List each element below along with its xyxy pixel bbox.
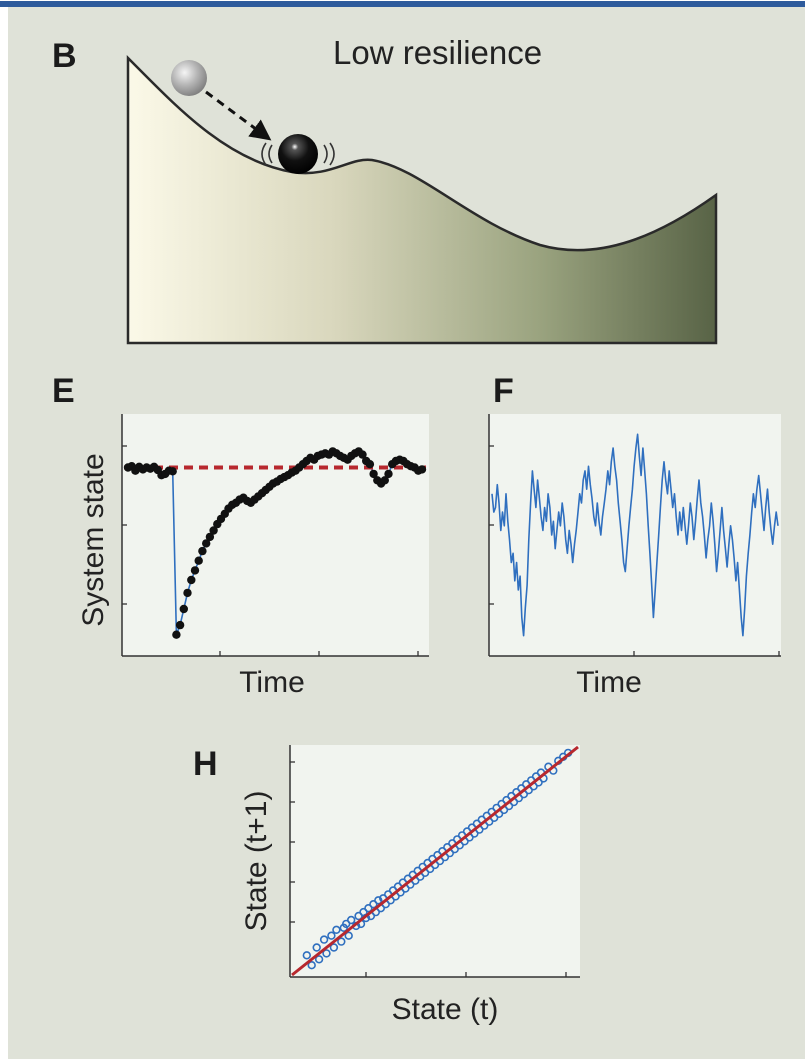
vibration-marks-icon [261, 142, 335, 166]
panel-h-point [364, 903, 373, 913]
panel-h-ticks [290, 761, 567, 977]
panel-e-ylabel: System state [77, 453, 110, 626]
panel-e-point [175, 620, 185, 630]
panel-h-point [337, 937, 346, 946]
panel-e-point [190, 566, 200, 575]
panel-e-point [417, 465, 427, 474]
panel-h-point [329, 943, 339, 952]
panel-h-point [322, 949, 331, 958]
panel-h-letter: H [193, 745, 218, 783]
panel-e-point [358, 450, 367, 459]
panel-h-point [314, 955, 324, 964]
panel-b-title: Low resilience [333, 34, 542, 71]
panel-h-xlabel: State (t) [392, 993, 499, 1026]
panel-e-plot-area [122, 414, 429, 656]
panel-b-letter: B [52, 37, 77, 75]
panel-h-point [327, 931, 336, 940]
initial-ball-icon [171, 60, 207, 96]
panel-h-marks [291, 745, 579, 977]
panel-h-point [347, 915, 356, 925]
panel-e-letter: E [52, 372, 75, 410]
panel-e-marks [123, 447, 427, 639]
panel-f-letter: F [493, 372, 514, 410]
panel-h-point [312, 943, 321, 952]
panel-h: H State (t) State (t+1) [193, 745, 580, 1026]
panel-e-point [380, 476, 389, 485]
panel-e-point [198, 546, 207, 556]
panel-e-point [205, 532, 215, 542]
panel-e-point [179, 604, 188, 614]
panel-h-point [342, 919, 351, 929]
panel-h-point [319, 935, 329, 944]
panel-f: F Time [488, 372, 781, 699]
panel-h-point [344, 931, 353, 940]
panel-f-marks [491, 433, 779, 637]
panel-e-point [194, 556, 203, 565]
panel-e-point [183, 588, 192, 598]
panel-e-point [365, 460, 375, 469]
panel-e-point [168, 467, 177, 476]
panel-e: E Time System state [52, 372, 429, 699]
panel-f-series-line [491, 433, 779, 637]
panel-f-xlabel: Time [576, 666, 642, 699]
current-ball-icon [278, 134, 318, 174]
panel-e-xlabel: Time [239, 666, 305, 699]
panel-f-ticks [489, 445, 780, 656]
stability-landscape [126, 54, 718, 345]
panel-e-point [369, 469, 378, 479]
panel-b: B Low resilience [52, 34, 718, 345]
panel-h-ylabel: State (t+1) [240, 791, 273, 932]
panel-h-point [374, 896, 383, 905]
panel-e-point [209, 526, 218, 535]
panel-e-point [384, 469, 393, 479]
panel-h-point [307, 960, 316, 970]
panel-h-point [302, 951, 311, 960]
panel-e-point [172, 630, 181, 639]
panel-e-point [187, 575, 196, 585]
panel-h-fit-line [291, 745, 579, 977]
panel-h-point [332, 925, 341, 934]
panel-e-ticks [122, 445, 419, 656]
panel-e-point [202, 539, 211, 548]
